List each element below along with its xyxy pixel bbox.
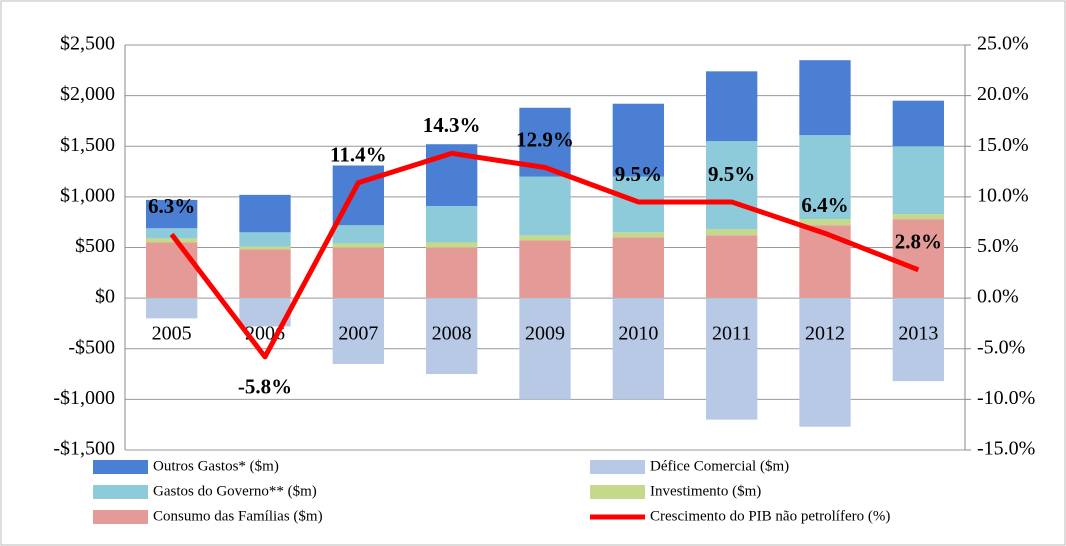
legend-label: Défice Comercial ($m) (650, 458, 789, 474)
data-label: 9.5% (615, 162, 662, 186)
y-tick-label: -$1,500 (53, 438, 115, 460)
bar (426, 247, 478, 299)
bar (146, 238, 198, 243)
bar (426, 298, 478, 375)
bar (426, 205, 478, 243)
data-label: 6.3% (148, 194, 195, 218)
bar (239, 194, 291, 233)
bar (332, 225, 384, 244)
data-label: 6.4% (801, 193, 848, 217)
legend-swatch (93, 460, 148, 474)
x-tick-label: 2009 (525, 323, 565, 345)
bar (799, 298, 851, 427)
bar (799, 135, 851, 220)
data-label: 9.5% (708, 162, 755, 186)
data-label: -5.8% (238, 375, 292, 399)
x-tick-label: 2007 (338, 323, 378, 345)
y-tick-label: $2,500 (60, 33, 115, 55)
y-tick-label: -$500 (68, 336, 115, 358)
bar (706, 235, 758, 299)
bar (892, 214, 944, 220)
bar (519, 298, 571, 400)
bar (612, 298, 664, 400)
y-tick-label: $1,500 (60, 134, 115, 156)
bar (706, 71, 758, 142)
bar (146, 228, 198, 239)
y-tick-label: $1,000 (60, 184, 115, 206)
bar (519, 240, 571, 299)
data-label: 11.4% (330, 143, 387, 167)
legend-swatch (590, 460, 645, 474)
bar (892, 100, 944, 147)
bar (519, 235, 571, 241)
y2-tick-label: -15.0% (977, 438, 1035, 460)
bar (799, 60, 851, 136)
bar (612, 232, 664, 238)
bar (892, 219, 944, 299)
bar (892, 146, 944, 215)
bar (426, 242, 478, 248)
y-tick-label: $2,000 (60, 83, 115, 105)
y2-tick-label: -5.0% (977, 336, 1025, 358)
y2-tick-label: 15.0% (977, 134, 1029, 156)
bar (706, 298, 758, 420)
bar (519, 176, 571, 236)
x-tick-label: 2013 (898, 323, 938, 345)
x-tick-label: 2005 (152, 323, 192, 345)
x-tick-label: 2010 (618, 323, 658, 345)
x-tick-label: 2008 (432, 323, 472, 345)
y2-tick-label: 10.0% (977, 184, 1029, 206)
x-tick-label: 2011 (712, 323, 751, 345)
legend-label: Gastos do Governo** ($m) (153, 483, 317, 499)
bar (146, 298, 198, 319)
legend-swatch (93, 485, 148, 499)
data-label: 2.8% (895, 230, 942, 254)
bar (332, 298, 384, 364)
bar (612, 103, 664, 177)
y2-tick-label: 5.0% (977, 235, 1019, 257)
y2-tick-label: -10.0% (977, 387, 1035, 409)
legend-label: Investimento ($m) (650, 483, 761, 499)
y-tick-label: $0 (95, 286, 115, 308)
y2-tick-label: 20.0% (977, 83, 1029, 105)
y2-tick-label: 25.0% (977, 33, 1029, 55)
x-tick-label: 2012 (805, 323, 845, 345)
bar (239, 246, 291, 250)
bar (239, 232, 291, 247)
legend-label: Outros Gastos* ($m) (153, 458, 279, 474)
legend-swatch (93, 510, 148, 524)
y-tick-label: $500 (75, 235, 115, 257)
bar (706, 141, 758, 230)
bar (706, 229, 758, 236)
bar (332, 243, 384, 248)
bar (332, 247, 384, 299)
line (169, 150, 920, 360)
bar (239, 249, 291, 299)
bar (799, 219, 851, 226)
bar (146, 199, 198, 229)
data-label: 12.9% (516, 127, 574, 151)
legend-label: Consumo das Famílias ($m) (153, 508, 323, 524)
bar (612, 237, 664, 299)
bar (146, 242, 198, 299)
legend-swatch (590, 485, 645, 499)
bar (612, 176, 664, 233)
bar (892, 298, 944, 382)
bar (799, 225, 851, 299)
legend-label: Crescimento do PIB não petrolífero (%) (650, 508, 890, 524)
y-tick-label: -$1,000 (53, 387, 115, 409)
y2-tick-label: 0.0% (977, 286, 1019, 308)
data-label: 14.3% (423, 113, 481, 137)
